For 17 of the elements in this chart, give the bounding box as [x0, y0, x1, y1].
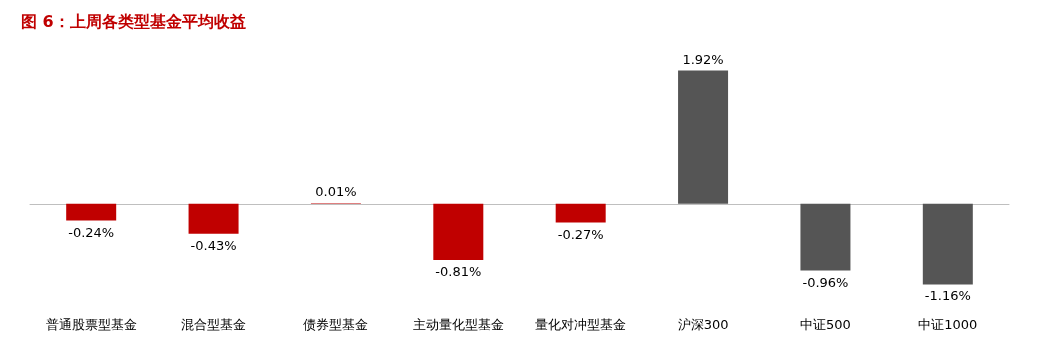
- data-label: 1.92%: [682, 51, 724, 67]
- x-tick-label: 中证1000: [918, 317, 978, 332]
- x-tick-label: 沪深300: [677, 317, 729, 332]
- x-tick-label: 普通股票型基金: [45, 317, 137, 332]
- data-label: -0.96%: [802, 274, 849, 290]
- x-tick-label: 债券型基金: [303, 317, 369, 332]
- data-label: -0.24%: [68, 224, 115, 240]
- data-label: -0.43%: [190, 237, 237, 253]
- data-label: -1.16%: [924, 288, 971, 304]
- data-label: -0.27%: [557, 226, 604, 242]
- chart-title: 图 6：上周各类型基金平均收益: [21, 11, 246, 31]
- data-label: 0.01%: [315, 184, 357, 200]
- x-tick-label: 量化对冲型基金: [535, 317, 627, 332]
- x-tick-label: 混合型基金: [181, 317, 247, 332]
- x-tick-label: 中证500: [800, 317, 851, 332]
- data-label: -0.81%: [435, 264, 482, 280]
- x-tick-label: 主动量化型基金: [412, 317, 504, 332]
